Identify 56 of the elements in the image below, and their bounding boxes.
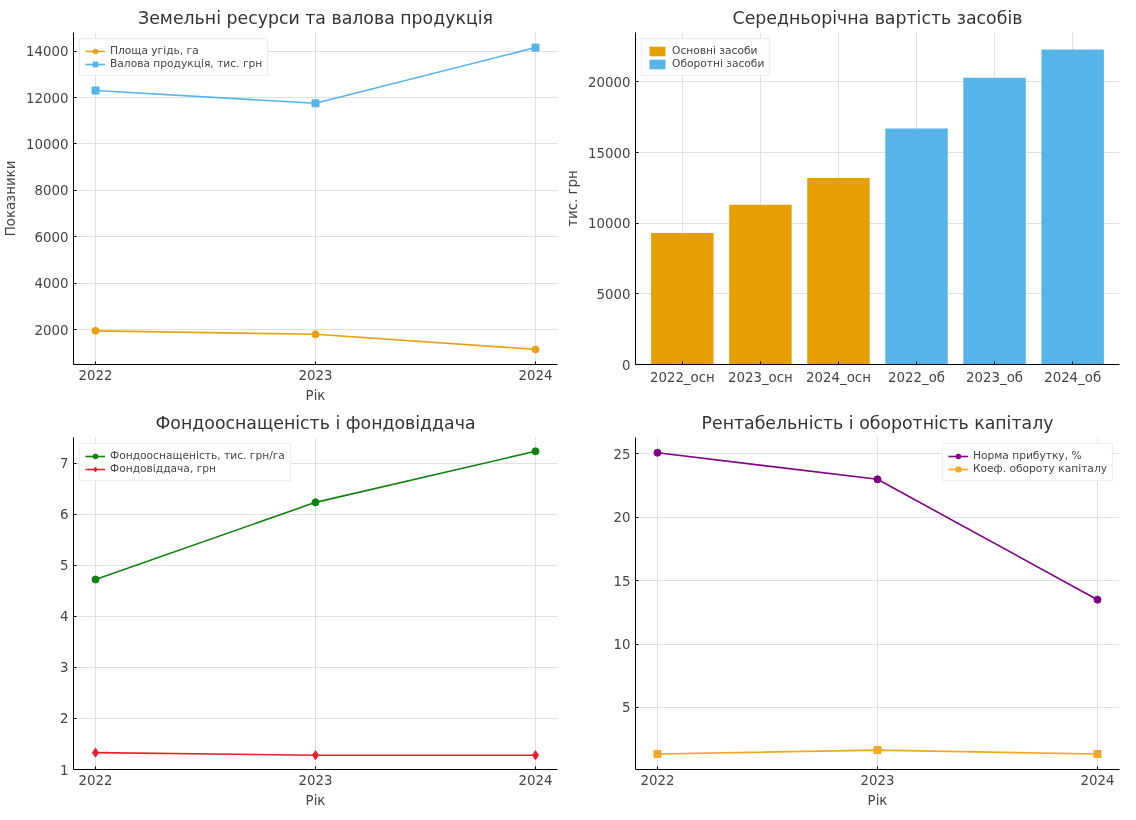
x-tick-label: 2022 <box>78 367 113 383</box>
x-tick-label: 2024_осн <box>806 369 871 385</box>
x-axis-title: Рік <box>305 387 326 403</box>
y-tick-label: 7 <box>60 456 69 472</box>
y-tick-label: 5 <box>60 558 69 574</box>
y-axis-title: тис. грн <box>565 170 581 227</box>
y-tick-label: 15000 <box>588 145 631 161</box>
legend-label: Основні засоби <box>672 44 758 57</box>
y-tick-label: 12000 <box>26 90 69 106</box>
chart-title: Земельні ресурси та валова продукція <box>138 7 493 28</box>
y-tick-label: 1 <box>60 762 69 778</box>
y-tick-label: 15 <box>613 573 631 589</box>
y-tick-label: 10 <box>613 637 631 653</box>
x-tick-label: 2024 <box>518 772 553 788</box>
x-tick-label: 2022 <box>78 772 113 788</box>
y-tick-label: 4 <box>60 609 69 625</box>
legend-label: Коеф. обороту капіталу <box>972 462 1107 475</box>
y-tick-label: 0 <box>622 357 631 373</box>
x-tick-label: 2024 <box>518 367 553 383</box>
legend-label: Валова продукція, тис. грн <box>110 57 263 70</box>
y-tick-label: 20000 <box>588 74 631 90</box>
legend-label: Площа угідь, га <box>110 44 199 57</box>
y-tick-label: 4000 <box>34 276 69 292</box>
x-tick-label: 2023_об <box>966 369 1024 385</box>
x-tick-label: 2022_осн <box>649 369 715 385</box>
x-tick-label: 2024_об <box>1044 369 1102 385</box>
x-tick-label: 2024 <box>1080 772 1115 788</box>
x-tick-label: 2023_осн <box>728 369 793 385</box>
y-tick-label: 14000 <box>26 44 69 60</box>
y-tick-label: 2 <box>60 711 69 727</box>
y-tick-label: 6 <box>60 507 69 523</box>
x-tick-label: 2023 <box>298 367 333 383</box>
chart-title: Фондооснащеність і фондовіддача <box>155 412 476 433</box>
legend-label: Фондовіддача, грн <box>110 462 216 475</box>
y-axis-title: Показники <box>3 160 19 237</box>
y-tick-label: 10000 <box>26 136 69 152</box>
x-axis-title: Рік <box>305 792 326 808</box>
y-tick-label: 3 <box>60 660 69 676</box>
x-axis-title: Рік <box>867 792 888 808</box>
chart-title: Середньорічна вартість засобів <box>732 7 1023 28</box>
y-tick-label: 6000 <box>34 229 69 245</box>
x-tick-label: 2022 <box>640 772 675 788</box>
y-tick-label: 5000 <box>596 286 631 302</box>
y-tick-label: 25 <box>613 446 631 462</box>
x-tick-label: 2023 <box>860 772 895 788</box>
legend-label: Оборотні засоби <box>672 57 765 70</box>
y-tick-label: 2000 <box>34 322 69 338</box>
x-tick-label: 2022_об <box>888 369 946 385</box>
y-tick-label: 20 <box>613 510 631 526</box>
x-tick-label: 2023 <box>298 772 333 788</box>
legend-label: Фондооснащеність, тис. грн/га <box>110 449 285 462</box>
y-tick-label: 8000 <box>34 183 69 199</box>
y-tick-label: 10000 <box>588 216 631 232</box>
chart-title: Рентабельність і оборотність капіталу <box>701 412 1054 433</box>
legend-label: Норма прибутку, % <box>972 449 1082 462</box>
y-tick-label: 5 <box>622 700 631 716</box>
